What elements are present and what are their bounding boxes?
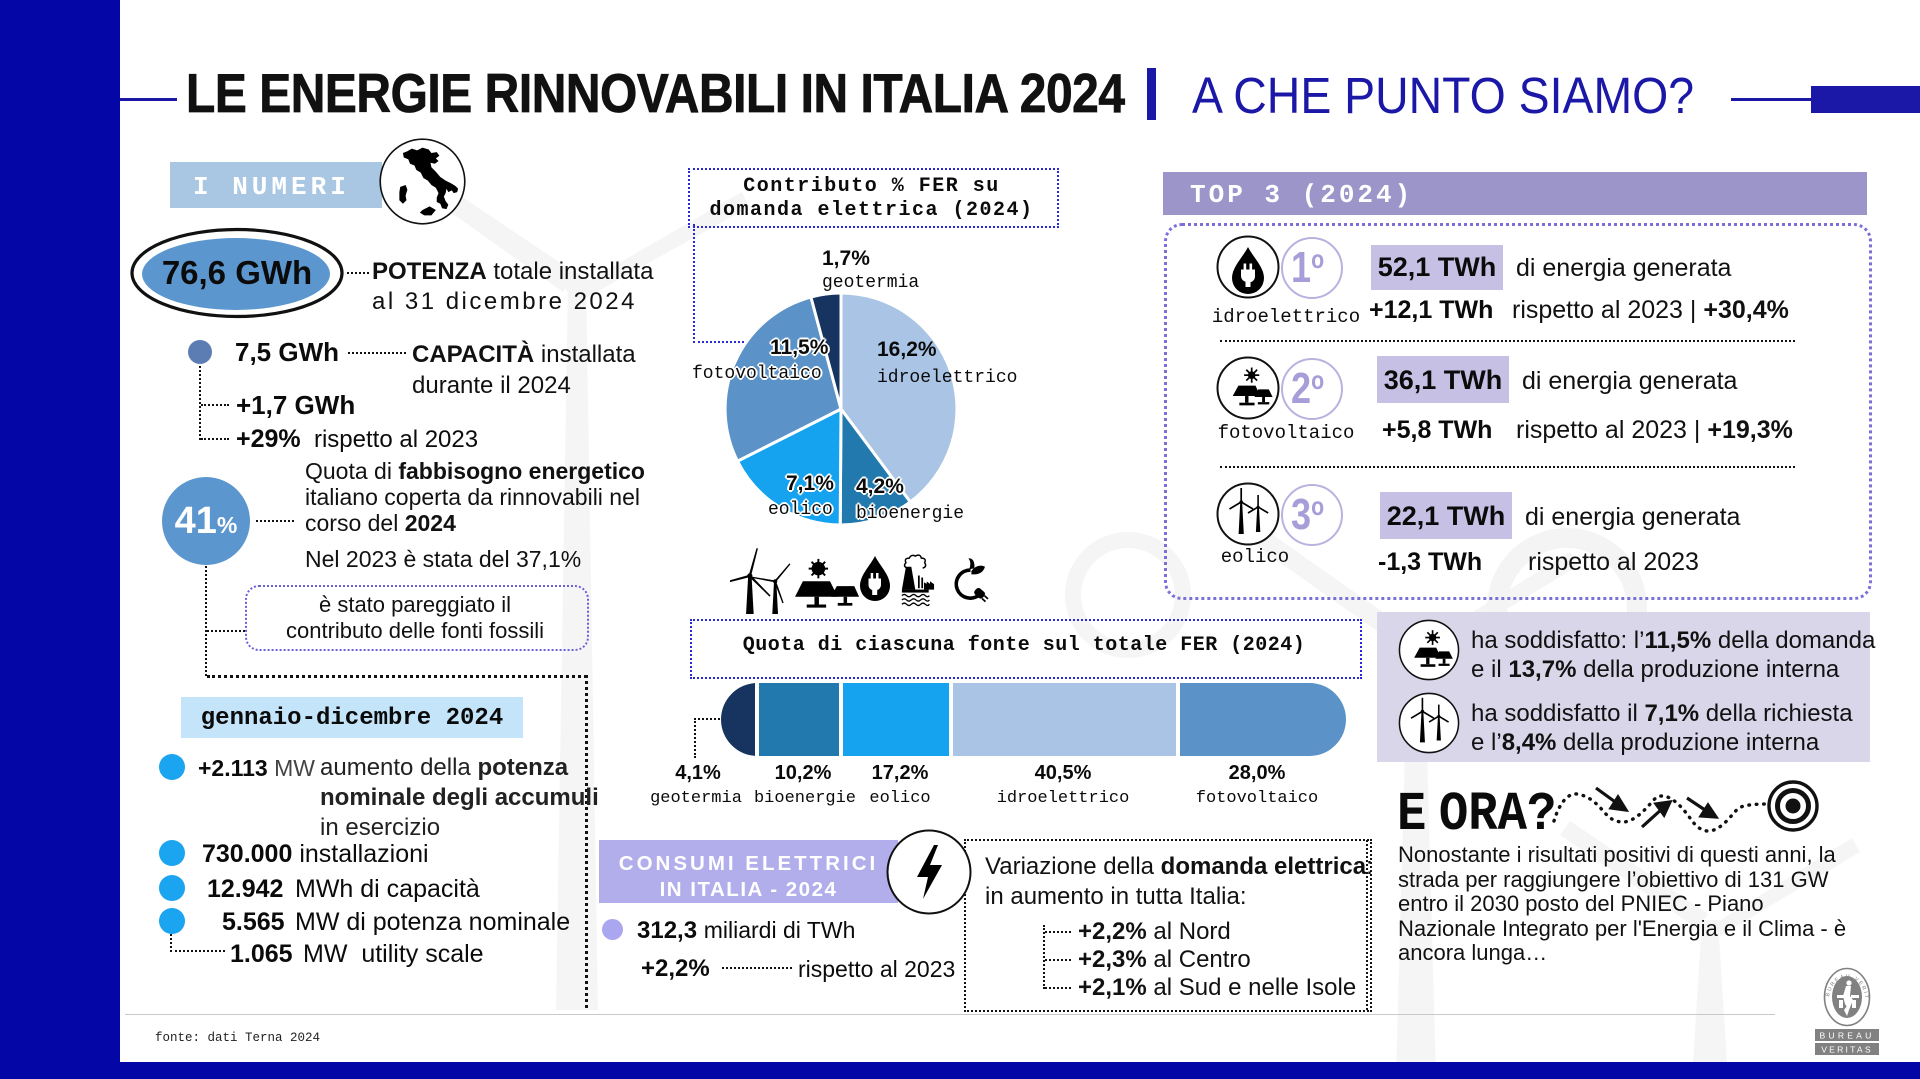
svg-text:BUREAU: BUREAU xyxy=(1819,1031,1874,1041)
svg-text:1828: 1828 xyxy=(1841,1019,1853,1025)
svg-text:VERITAS: VERITAS xyxy=(1821,1045,1873,1055)
